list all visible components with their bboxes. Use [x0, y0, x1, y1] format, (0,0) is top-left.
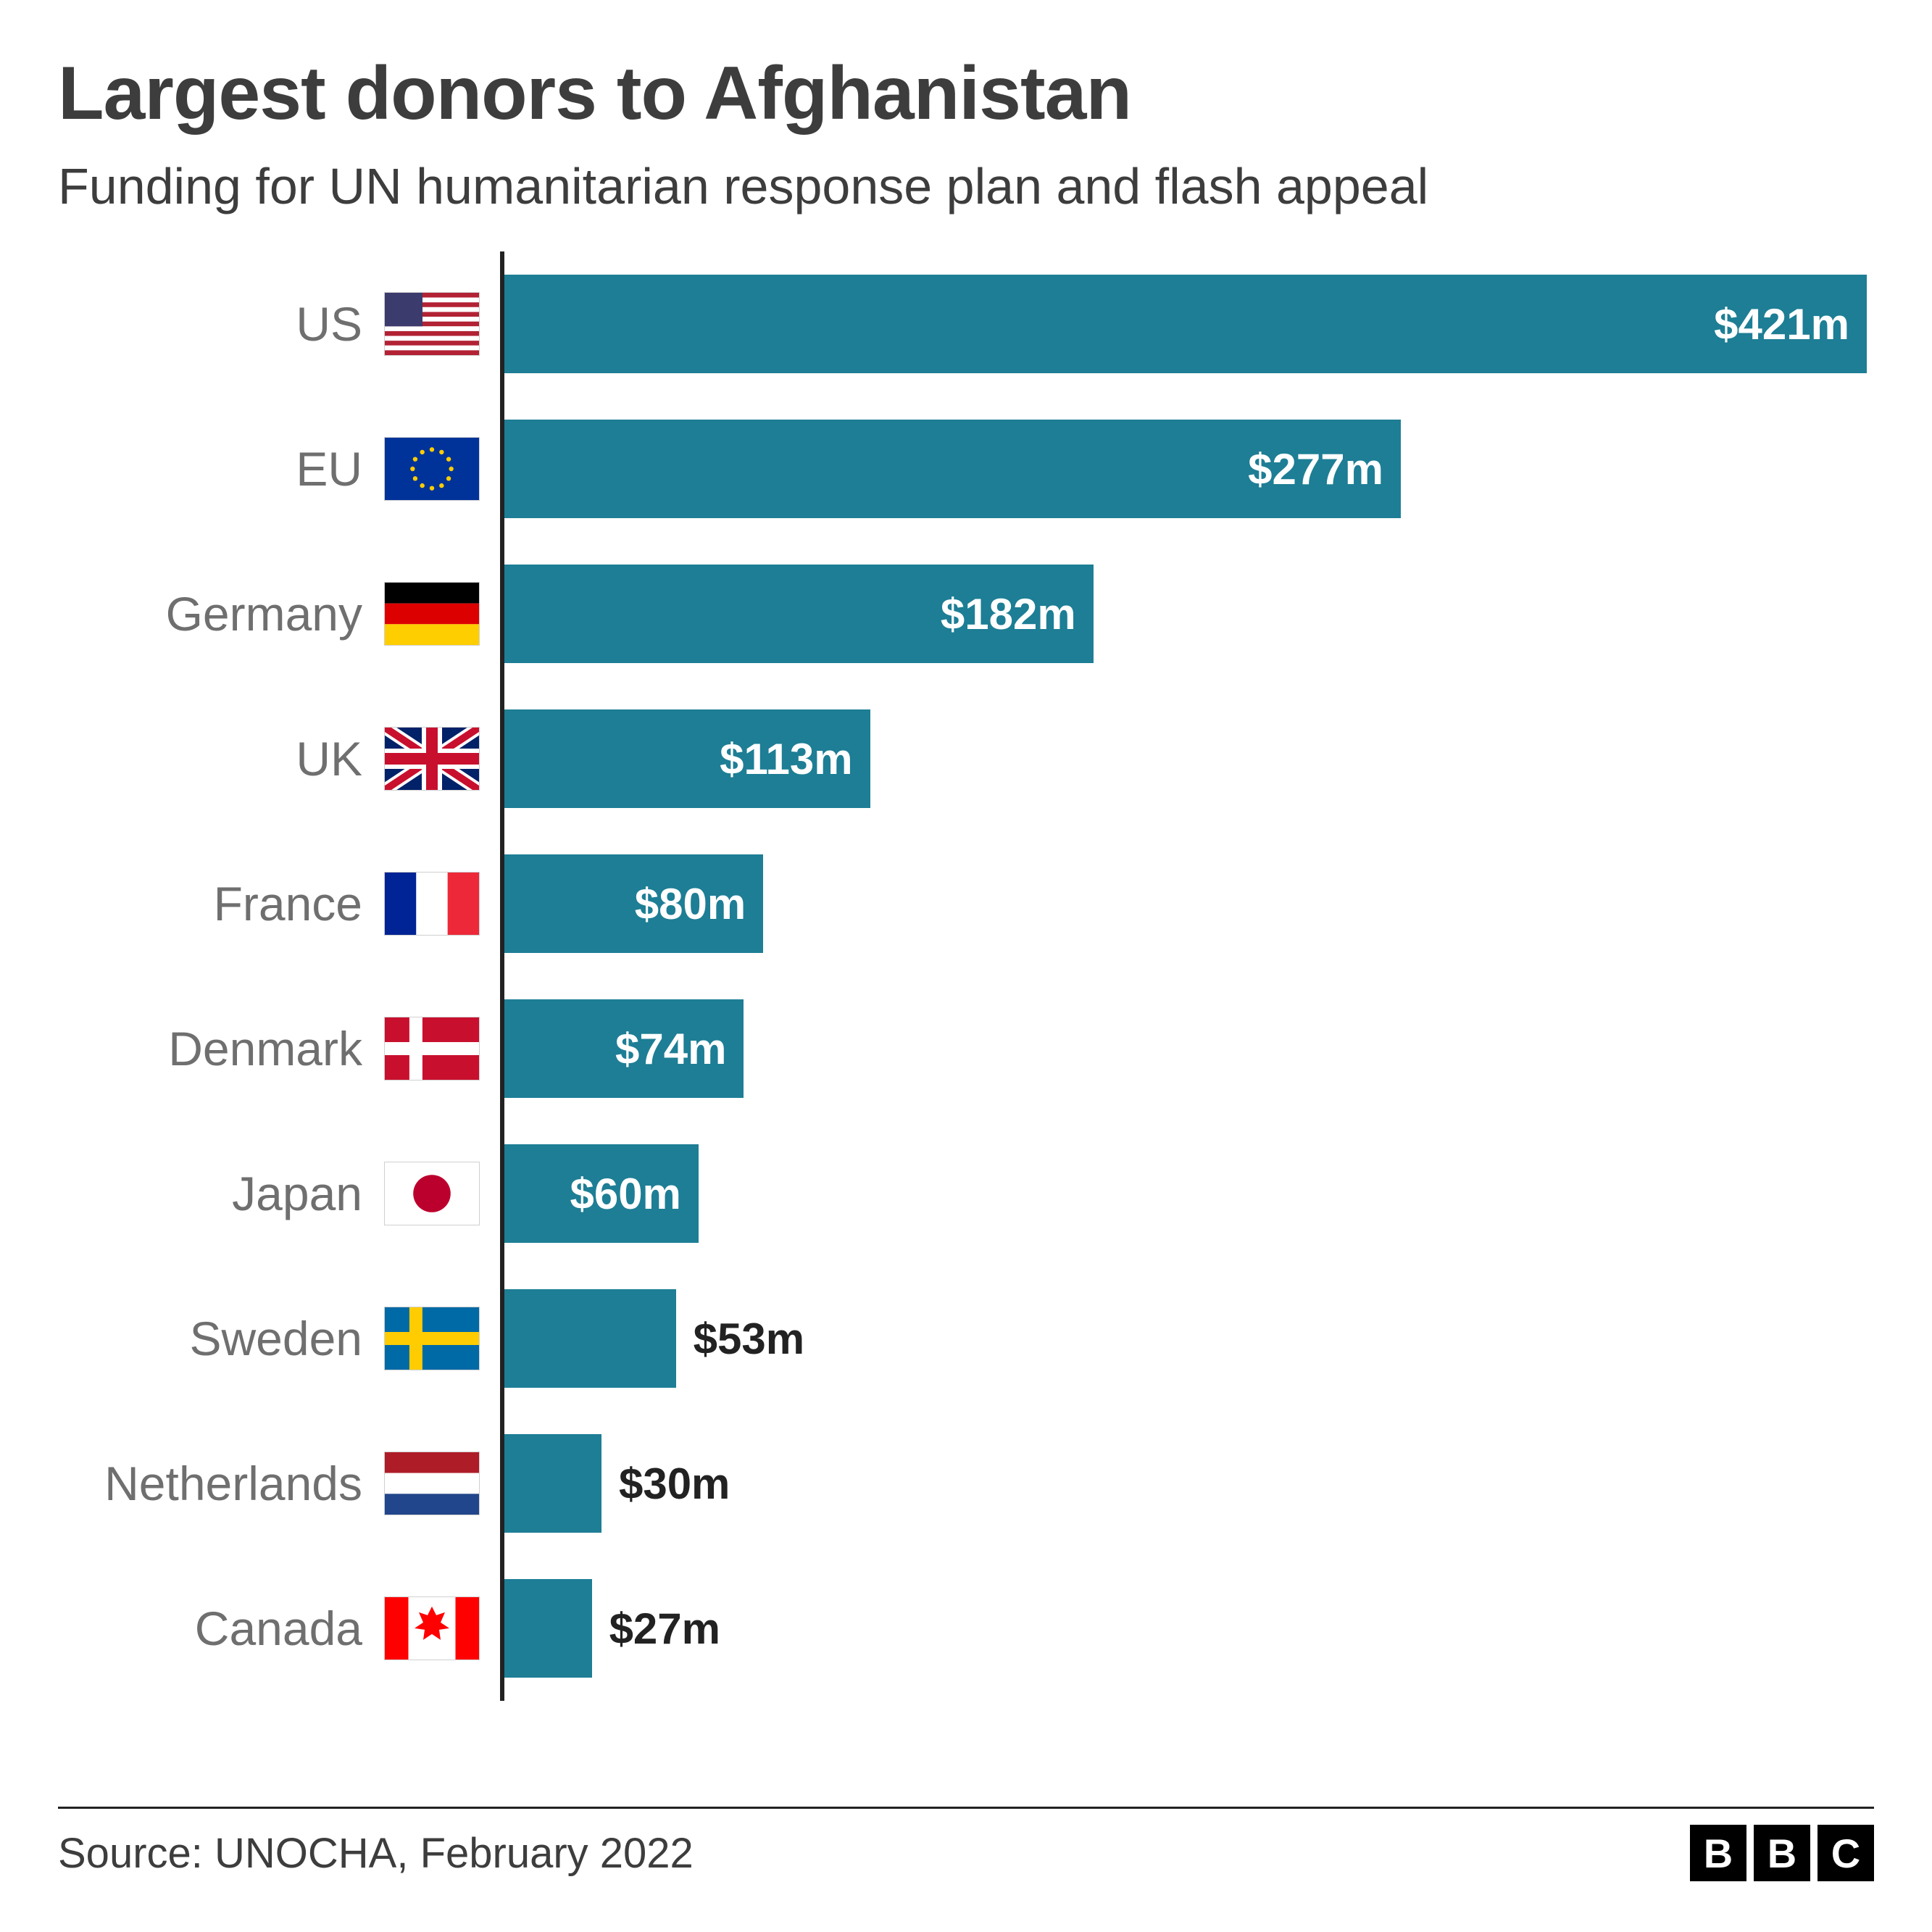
dk-flag-icon [384, 1017, 480, 1080]
label-column: Canada [58, 1596, 500, 1660]
bar: $60m [504, 1144, 699, 1243]
value-label: $113m [720, 734, 853, 784]
country-name: Japan [232, 1166, 362, 1221]
value-label: $74m [615, 1024, 726, 1074]
bar-column: $27m [500, 1556, 1874, 1701]
country-name: Germany [166, 586, 362, 641]
fr-flag-icon [384, 872, 480, 936]
country-name: US [296, 296, 362, 351]
chart-row: France $80m [58, 831, 1874, 976]
country-name: Canada [195, 1601, 362, 1656]
chart-subtitle: Funding for UN humanitarian response pla… [58, 157, 1874, 215]
label-column: EU [58, 437, 500, 501]
value-label: $53m [694, 1314, 804, 1364]
de-flag-icon [384, 582, 480, 646]
se-flag-icon [384, 1307, 480, 1370]
value-label: $277m [1248, 444, 1383, 494]
label-column: Sweden [58, 1307, 500, 1370]
bar-column: $60m [500, 1121, 1874, 1266]
chart-row: Sweden $53m [58, 1266, 1874, 1411]
value-label: $80m [635, 879, 746, 929]
label-column: Netherlands [58, 1452, 500, 1515]
nl-flag-icon [384, 1452, 480, 1515]
chart-row: UK $113m [58, 686, 1874, 831]
country-name: EU [296, 441, 362, 496]
label-column: France [58, 872, 500, 936]
country-name: Denmark [168, 1021, 362, 1076]
bar: $80m [504, 854, 763, 953]
country-name: Sweden [189, 1311, 362, 1366]
chart-canvas: Largest donors to Afghanistan Funding fo… [0, 0, 1932, 1932]
bar-column: $53m [500, 1266, 1874, 1411]
country-name: France [214, 876, 362, 931]
bar: $421m [504, 275, 1867, 373]
bar [504, 1579, 592, 1678]
bar-column: $421m [500, 251, 1874, 396]
label-column: Denmark [58, 1017, 500, 1080]
label-column: UK [58, 727, 500, 791]
label-column: US [58, 292, 500, 356]
chart-row: EU $277m [58, 396, 1874, 541]
bar: $182m [504, 565, 1094, 663]
bar-column: $80m [500, 831, 1874, 976]
label-column: Germany [58, 582, 500, 646]
bar: $74m [504, 999, 744, 1098]
bar-column: $277m [500, 396, 1874, 541]
value-label: $421m [1714, 299, 1849, 349]
chart-row: Germany $182m [58, 541, 1874, 686]
bar-column: $74m [500, 976, 1874, 1121]
bbc-logo: BBC [1690, 1825, 1874, 1881]
label-column: Japan [58, 1162, 500, 1225]
bar-column: $30m [500, 1411, 1874, 1556]
bar: $113m [504, 709, 870, 808]
value-label: $60m [570, 1169, 680, 1219]
footer: Source: UNOCHA, February 2022 BBC [58, 1807, 1874, 1881]
jp-flag-icon [384, 1162, 480, 1225]
eu-flag-icon [384, 437, 480, 501]
source-text: Source: UNOCHA, February 2022 [58, 1829, 694, 1878]
chart-row: Japan $60m [58, 1121, 1874, 1266]
country-name: UK [296, 731, 362, 786]
uk-flag-icon [384, 727, 480, 791]
value-label: $27m [609, 1604, 720, 1654]
bar-column: $182m [500, 541, 1874, 686]
bbc-logo-block: C [1818, 1825, 1874, 1881]
chart-title: Largest donors to Afghanistan [58, 51, 1874, 137]
chart-row: US $421m [58, 251, 1874, 396]
chart-row: Netherlands $30m [58, 1411, 1874, 1556]
chart-row: Denmark $74m [58, 976, 1874, 1121]
us-flag-icon [384, 292, 480, 356]
bar [504, 1434, 601, 1533]
bar: $277m [504, 420, 1401, 518]
value-label: $30m [619, 1459, 730, 1509]
bar-chart: US $421m EU $277m Germany $182m UK $113m France $… [58, 251, 1874, 1701]
bbc-logo-block: B [1690, 1825, 1746, 1881]
chart-row: Canada $27m [58, 1556, 1874, 1701]
bar-column: $113m [500, 686, 1874, 831]
bbc-logo-block: B [1754, 1825, 1810, 1881]
bar [504, 1289, 676, 1388]
value-label: $182m [941, 589, 1076, 639]
ca-flag-icon [384, 1596, 480, 1660]
country-name: Netherlands [104, 1456, 362, 1511]
